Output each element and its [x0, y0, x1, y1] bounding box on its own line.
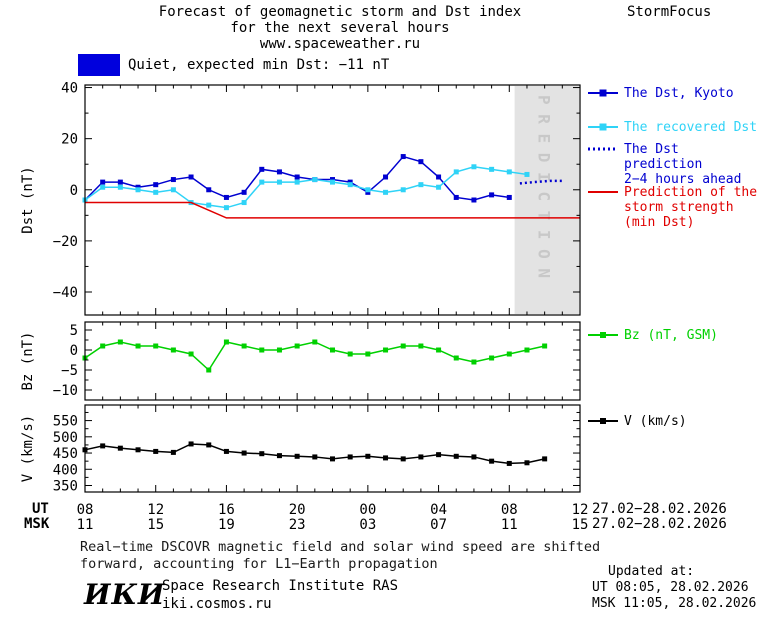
- svg-text:−5: −5: [61, 363, 78, 379]
- updated-ut: UT 08:05, 28.02.2026: [592, 580, 749, 595]
- updated-msk: MSK 11:05, 28.02.2026: [592, 596, 757, 611]
- footer-line1: Real−time DSCOVR magnetic field and sola…: [80, 539, 601, 555]
- svg-text:15: 15: [147, 517, 164, 533]
- svg-text:450: 450: [53, 446, 78, 462]
- legend-recovered-dst: The recovered Dst: [588, 120, 757, 135]
- svg-text:500: 500: [53, 430, 78, 446]
- svg-text:16: 16: [218, 502, 235, 518]
- legend-bz-label: Bz (nT, GSM): [624, 328, 718, 343]
- svg-text:5: 5: [70, 323, 78, 339]
- bz-legend-marker: [588, 332, 618, 338]
- svg-text:12: 12: [147, 502, 164, 518]
- legend-v-label: V (km/s): [624, 414, 687, 429]
- svg-text:350: 350: [53, 479, 78, 495]
- legend-dst-prediction-line2: 2−4 hours ahead: [624, 172, 742, 187]
- title-line1: Forecast of geomagnetic storm and Dst in…: [158, 4, 522, 20]
- svg-text:15: 15: [572, 517, 589, 533]
- svg-text:07: 07: [430, 517, 447, 533]
- brand-stormfocus: StormFocus: [627, 4, 712, 20]
- svg-text:−20: −20: [53, 234, 78, 250]
- svg-text:550: 550: [53, 414, 78, 430]
- msk-row-label: MSK: [24, 516, 50, 532]
- svg-text:00: 00: [359, 502, 376, 518]
- updated-block: Updated at: UT 08:05, 28.02.2026 MSK 11:…: [592, 564, 756, 612]
- institute-site[interactable]: iki.cosmos.ru: [162, 596, 272, 612]
- recovered-dst-legend-marker: [588, 123, 618, 131]
- svg-text:11: 11: [77, 517, 94, 533]
- dst-y-axis-label: Dst (nT): [20, 166, 36, 233]
- svg-text:0: 0: [70, 343, 78, 359]
- svg-text:20: 20: [61, 132, 78, 148]
- svg-text:0: 0: [70, 183, 78, 199]
- title-line2: for the next several hours: [230, 20, 450, 36]
- ut-row-label: UT: [32, 501, 49, 517]
- legend-storm-strength: Prediction of the storm strength (min Ds…: [588, 185, 757, 230]
- svg-text:03: 03: [359, 517, 376, 533]
- legend-recovered-dst-label: The recovered Dst: [624, 120, 758, 135]
- title-line3: www.spaceweather.ru: [259, 36, 421, 52]
- svg-text:−40: −40: [53, 285, 78, 301]
- svg-text:08: 08: [501, 502, 518, 518]
- storm-strength-legend-marker: [588, 191, 618, 193]
- prediction-band: [514, 86, 579, 314]
- legend-dst-prediction-line1: The Dst prediction: [624, 142, 703, 172]
- updated-title: Updated at:: [608, 564, 695, 579]
- dst-series-line: [84, 166, 528, 209]
- date-range-ut: 27.02−28.02.2026: [592, 501, 727, 517]
- legend-bz: Bz (nT, GSM): [588, 328, 718, 343]
- status-swatch: [78, 54, 120, 76]
- svg-text:20: 20: [289, 502, 306, 518]
- legend-dst-kyoto-label: The Dst, Kyoto: [624, 86, 734, 101]
- legend-v: V (km/s): [588, 414, 687, 429]
- status-text: Quiet, expected min Dst: −11 nT: [128, 57, 390, 73]
- bz-plot: −10 −5 0 5 Bz (nT): [20, 321, 581, 401]
- dst-kyoto-legend-marker: [588, 89, 618, 97]
- legend-storm-line2: storm strength: [624, 200, 734, 215]
- v-legend-marker: [588, 418, 618, 424]
- svg-text:04: 04: [430, 502, 447, 518]
- bz-y-axis-label: Bz (nT): [20, 331, 36, 390]
- dst-plot: P R E D I C T I O N −40 −20 0 20 40 Dst (nT): [20, 81, 581, 316]
- dst-prediction-legend-marker: [588, 147, 618, 151]
- legend-dst-prediction: The Dst prediction 2−4 hours ahead: [588, 142, 760, 187]
- legend-storm-line1: Prediction of the: [624, 185, 758, 200]
- svg-text:08: 08: [77, 502, 94, 518]
- v-y-axis-label: V (km/s): [20, 415, 36, 482]
- legend-storm-line3: (min Dst): [624, 215, 695, 230]
- svg-text:19: 19: [218, 517, 235, 533]
- institute-name: Space Research Institute RAS: [162, 578, 399, 594]
- page-title: Forecast of geomagnetic storm and Dst in…: [80, 4, 600, 52]
- status-banner: Quiet, expected min Dst: −11 nT: [78, 54, 389, 76]
- footer-line2: forward, accounting for L1−Earth propaga…: [80, 556, 438, 572]
- svg-text:40: 40: [61, 81, 78, 97]
- svg-text:12: 12: [572, 502, 589, 518]
- iki-logo: ИКИ: [84, 578, 166, 611]
- prediction-band-label: P R E D I C T I O N: [535, 95, 554, 278]
- date-range-msk: 27.02−28.02.2026: [592, 516, 727, 532]
- svg-text:23: 23: [289, 517, 306, 533]
- legend-dst-kyoto: The Dst, Kyoto: [588, 86, 734, 101]
- svg-text:11: 11: [501, 517, 518, 533]
- footer-note: Real−time DSCOVR magnetic field and sola…: [80, 539, 600, 573]
- svg-text:−10: −10: [53, 383, 78, 399]
- dst-series-line: [85, 201, 580, 219]
- svg-text:400: 400: [53, 462, 78, 478]
